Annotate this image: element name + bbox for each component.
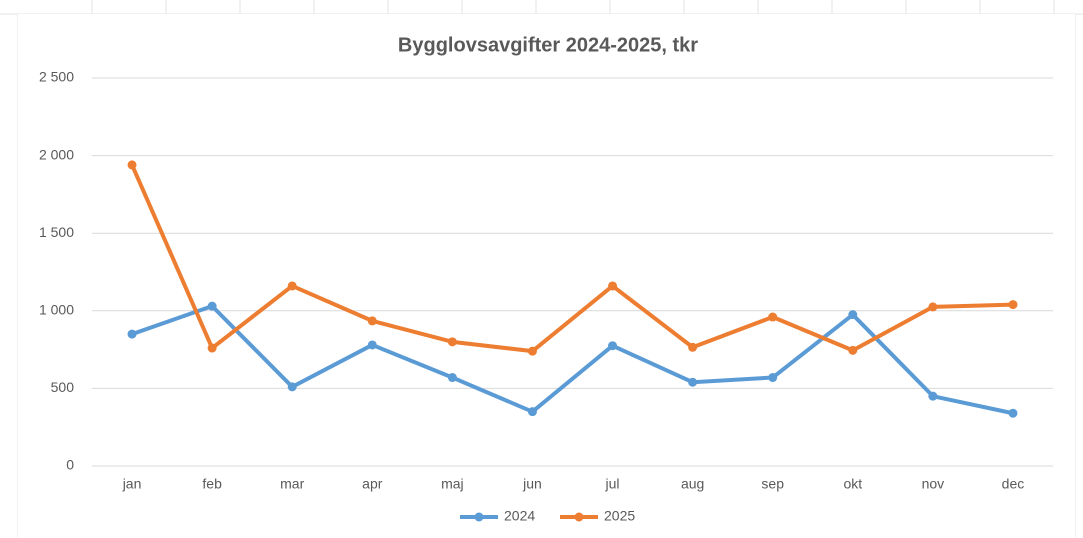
- x-tick-label: feb: [202, 476, 222, 492]
- x-tick-label: jul: [605, 476, 620, 492]
- y-tick-label: 2 000: [39, 146, 74, 162]
- y-tick-label: 0: [66, 457, 74, 473]
- x-tick-label: jun: [522, 476, 542, 492]
- series-marker: [688, 342, 698, 352]
- series-marker: [447, 373, 457, 383]
- chart-title: Bygglovsavgifter 2024-2025, tkr: [398, 34, 698, 56]
- x-tick-label: mar: [280, 476, 304, 492]
- series-marker: [527, 346, 537, 356]
- y-tick-label: 2 500: [39, 69, 74, 85]
- legend-marker: [574, 512, 584, 522]
- series-line: [130, 162, 1015, 354]
- y-tick-label: 500: [51, 379, 75, 395]
- series-marker: [608, 281, 618, 291]
- series-marker: [527, 407, 537, 417]
- series-marker: [127, 160, 137, 170]
- series-marker: [768, 373, 778, 383]
- series-marker: [928, 302, 938, 312]
- chart-area: [18, 14, 1075, 538]
- x-tick-label: apr: [362, 476, 383, 492]
- series-marker: [287, 382, 297, 392]
- legend-marker: [474, 512, 484, 522]
- series-marker: [768, 312, 778, 322]
- series-marker: [608, 341, 618, 351]
- series-marker: [447, 337, 457, 347]
- x-tick-label: jan: [122, 476, 142, 492]
- series-marker: [367, 316, 377, 326]
- series-marker: [1008, 408, 1018, 418]
- x-tick-label: aug: [681, 476, 704, 492]
- series-marker: [207, 301, 217, 311]
- series-line: [130, 304, 1015, 416]
- x-tick-label: sep: [761, 476, 784, 492]
- series-marker: [688, 377, 698, 387]
- x-tick-label: nov: [922, 476, 945, 492]
- series-marker: [1008, 300, 1018, 310]
- series-marker: [848, 310, 858, 320]
- series-marker: [207, 343, 217, 353]
- legend-label: 2025: [604, 508, 635, 524]
- series-marker: [848, 345, 858, 355]
- series-marker: [928, 391, 938, 401]
- series-marker: [127, 329, 137, 339]
- y-tick-label: 1 000: [39, 302, 74, 318]
- x-tick-label: maj: [441, 476, 464, 492]
- x-tick-label: okt: [843, 476, 862, 492]
- series-marker: [287, 281, 297, 291]
- legend-label: 2024: [504, 508, 535, 524]
- y-tick-label: 1 500: [39, 224, 74, 240]
- x-tick-label: dec: [1002, 476, 1025, 492]
- series-marker: [367, 340, 377, 350]
